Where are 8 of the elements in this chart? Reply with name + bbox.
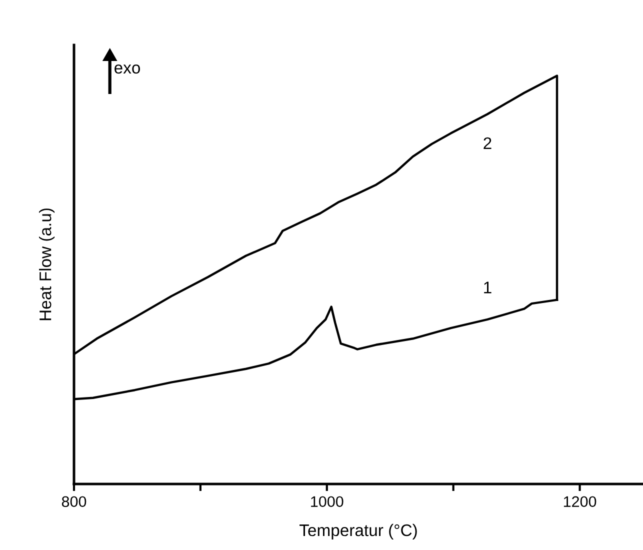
y-axis-title: Heat Flow (a.u)	[39, 208, 55, 320]
x-tick-label: 800	[62, 496, 86, 508]
text: exo	[114, 64, 140, 74]
series-label: 1	[484, 282, 492, 294]
x-tick-label: 1000	[311, 496, 344, 508]
series-label: 2	[484, 137, 492, 149]
x-axis-title: Temperatur (°C)	[300, 524, 417, 540]
x-tick-label: 1200	[564, 496, 596, 508]
